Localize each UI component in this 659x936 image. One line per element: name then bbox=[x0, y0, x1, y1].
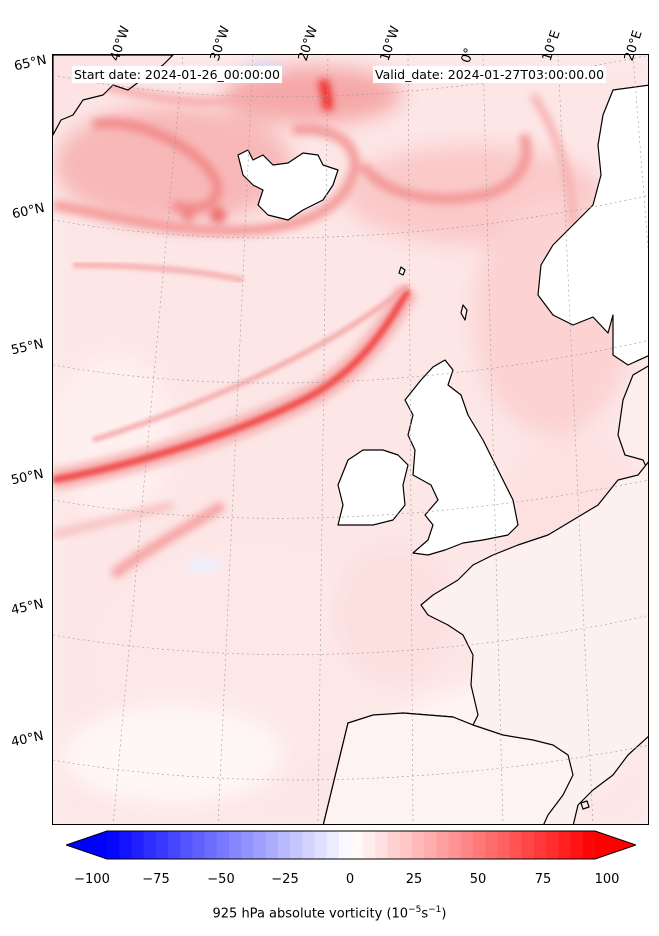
valid-date-label: Valid_date: 2024-01-27T03:00:00.00 bbox=[373, 66, 607, 83]
colorbar-tick: −75 bbox=[142, 872, 170, 887]
colorbar-segment bbox=[570, 831, 584, 859]
ireland-coast bbox=[337, 449, 409, 526]
colorbar-segment bbox=[314, 831, 328, 859]
colorbar-tick: 75 bbox=[534, 872, 552, 887]
colorbar-segment bbox=[131, 831, 145, 859]
great-britain-coast bbox=[404, 359, 519, 556]
vorticity-map bbox=[53, 55, 648, 824]
denmark-coast bbox=[617, 365, 648, 473]
colorbar-segment bbox=[351, 831, 364, 859]
colorbar-segment bbox=[241, 831, 254, 859]
colorbar-segment bbox=[363, 831, 376, 859]
colorbar-segment bbox=[229, 831, 242, 859]
colorbar-segment bbox=[412, 831, 425, 859]
colorbar-tick: 0 bbox=[345, 872, 355, 887]
faroe-islands bbox=[398, 266, 406, 276]
colorbar-tick: 25 bbox=[405, 872, 423, 887]
colorbar-segment bbox=[424, 831, 437, 859]
lat-label-60n: 60°N bbox=[10, 200, 46, 223]
lat-label-40n: 40°N bbox=[9, 728, 45, 751]
colorbar-segment bbox=[436, 831, 450, 859]
colorbar-segment bbox=[546, 831, 559, 859]
colorbar-segment bbox=[375, 831, 389, 859]
colorbar-segment bbox=[168, 831, 181, 859]
colorbar-segments bbox=[66, 831, 636, 859]
colorbar-extend-min bbox=[66, 831, 107, 859]
vorticity-swirls bbox=[53, 71, 577, 236]
coastlines bbox=[53, 55, 648, 824]
colorbar-segment bbox=[253, 831, 267, 859]
colorbar-segment bbox=[448, 831, 462, 859]
colorbar-extend-max bbox=[595, 831, 636, 859]
lat-label-50n: 50°N bbox=[9, 466, 45, 489]
colorbar-tick: 100 bbox=[594, 872, 620, 887]
colorbar-segment bbox=[119, 831, 132, 859]
colorbar-segment bbox=[107, 831, 120, 859]
colorbar-graphic bbox=[64, 830, 638, 860]
colorbar-segment bbox=[338, 831, 352, 859]
colorbar-tick: −100 bbox=[74, 872, 110, 887]
colorbar-segment bbox=[192, 831, 206, 859]
colorbar-segment bbox=[180, 831, 193, 859]
colorbar-segment bbox=[387, 831, 401, 859]
colorbar-segment bbox=[155, 831, 169, 859]
colorbar-tick: 50 bbox=[469, 872, 487, 887]
colorbar-segment bbox=[204, 831, 218, 859]
lat-label-45n: 45°N bbox=[9, 596, 45, 619]
norway-coast bbox=[537, 84, 648, 366]
colorbar-segment bbox=[473, 831, 486, 859]
colorbar-segment bbox=[302, 831, 315, 859]
colorbar-segment bbox=[216, 831, 230, 859]
colorbar-segment bbox=[521, 831, 535, 859]
colorbar-tick: −50 bbox=[207, 872, 235, 887]
lat-label-55n: 55°N bbox=[9, 336, 45, 359]
colorbar-segment bbox=[558, 831, 572, 859]
shetland bbox=[460, 304, 468, 321]
small-island bbox=[580, 800, 590, 810]
colorbar-segment bbox=[277, 831, 291, 859]
colorbar-segment bbox=[485, 831, 498, 859]
colorbar-segment bbox=[290, 831, 303, 859]
colorbar-segment bbox=[497, 831, 511, 859]
colorbar-label: 925 hPa absolute vorticity (10−5s−1) bbox=[212, 905, 447, 922]
colorbar-segment bbox=[326, 831, 340, 859]
colorbar-segment bbox=[399, 831, 413, 859]
map-panel bbox=[52, 54, 649, 825]
colorbar-segment bbox=[582, 831, 596, 859]
colorbar-segment bbox=[460, 831, 474, 859]
colorbar-tick: −25 bbox=[271, 872, 299, 887]
colorbar-segment bbox=[265, 831, 279, 859]
colorbar bbox=[64, 830, 638, 860]
frontal-bands bbox=[53, 262, 418, 580]
iceland-coast bbox=[237, 149, 339, 221]
graticule bbox=[53, 55, 648, 824]
start-date-label: Start date: 2024-01-26_00:00:00 bbox=[72, 66, 282, 83]
colorbar-segment bbox=[534, 831, 547, 859]
colorbar-segment bbox=[509, 831, 523, 859]
colorbar-segment bbox=[143, 831, 157, 859]
iberia-coast bbox=[322, 712, 574, 824]
lat-label-65n: 65°N bbox=[12, 52, 48, 75]
